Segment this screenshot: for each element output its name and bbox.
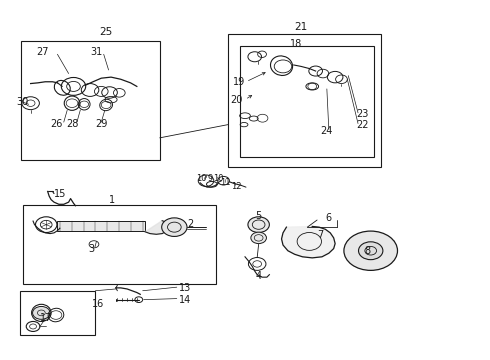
Text: 23: 23 <box>357 109 369 119</box>
Text: 3: 3 <box>89 244 95 253</box>
Text: 28: 28 <box>66 118 78 129</box>
Circle shape <box>251 232 267 244</box>
Text: 2: 2 <box>187 219 194 229</box>
Text: 1: 1 <box>109 195 116 204</box>
Text: 24: 24 <box>320 126 333 136</box>
Text: 9: 9 <box>207 174 213 183</box>
Bar <box>21 41 160 160</box>
Text: 13: 13 <box>179 283 192 293</box>
Bar <box>57 221 145 231</box>
Text: 26: 26 <box>50 118 62 129</box>
Text: 29: 29 <box>95 118 107 129</box>
Text: 25: 25 <box>99 27 113 37</box>
Bar <box>228 33 381 167</box>
Circle shape <box>162 218 187 237</box>
Circle shape <box>248 217 270 233</box>
Text: 21: 21 <box>294 22 308 32</box>
Text: 30: 30 <box>17 97 29 107</box>
Polygon shape <box>282 226 335 258</box>
Text: 4: 4 <box>256 271 262 281</box>
Circle shape <box>344 231 397 270</box>
Circle shape <box>359 242 383 260</box>
Text: 19: 19 <box>233 77 245 87</box>
Text: 17: 17 <box>40 312 52 323</box>
Bar <box>24 205 216 284</box>
Text: 27: 27 <box>37 47 49 57</box>
Circle shape <box>32 306 50 319</box>
Text: 31: 31 <box>90 47 102 57</box>
Text: 8: 8 <box>365 246 371 256</box>
Text: 18: 18 <box>290 39 302 49</box>
Text: 10: 10 <box>214 174 224 183</box>
Text: 12: 12 <box>231 182 242 191</box>
Bar <box>240 46 374 157</box>
Text: 20: 20 <box>230 95 243 105</box>
Text: 11: 11 <box>220 178 231 187</box>
Text: 14: 14 <box>179 295 192 305</box>
Bar <box>20 291 96 336</box>
Text: 7: 7 <box>318 230 323 240</box>
Text: 10: 10 <box>196 174 206 183</box>
Text: 6: 6 <box>326 212 332 222</box>
Polygon shape <box>145 221 168 234</box>
Text: 16: 16 <box>92 299 104 309</box>
Text: 5: 5 <box>255 211 262 221</box>
Text: 22: 22 <box>357 120 369 130</box>
Text: 15: 15 <box>54 189 66 199</box>
